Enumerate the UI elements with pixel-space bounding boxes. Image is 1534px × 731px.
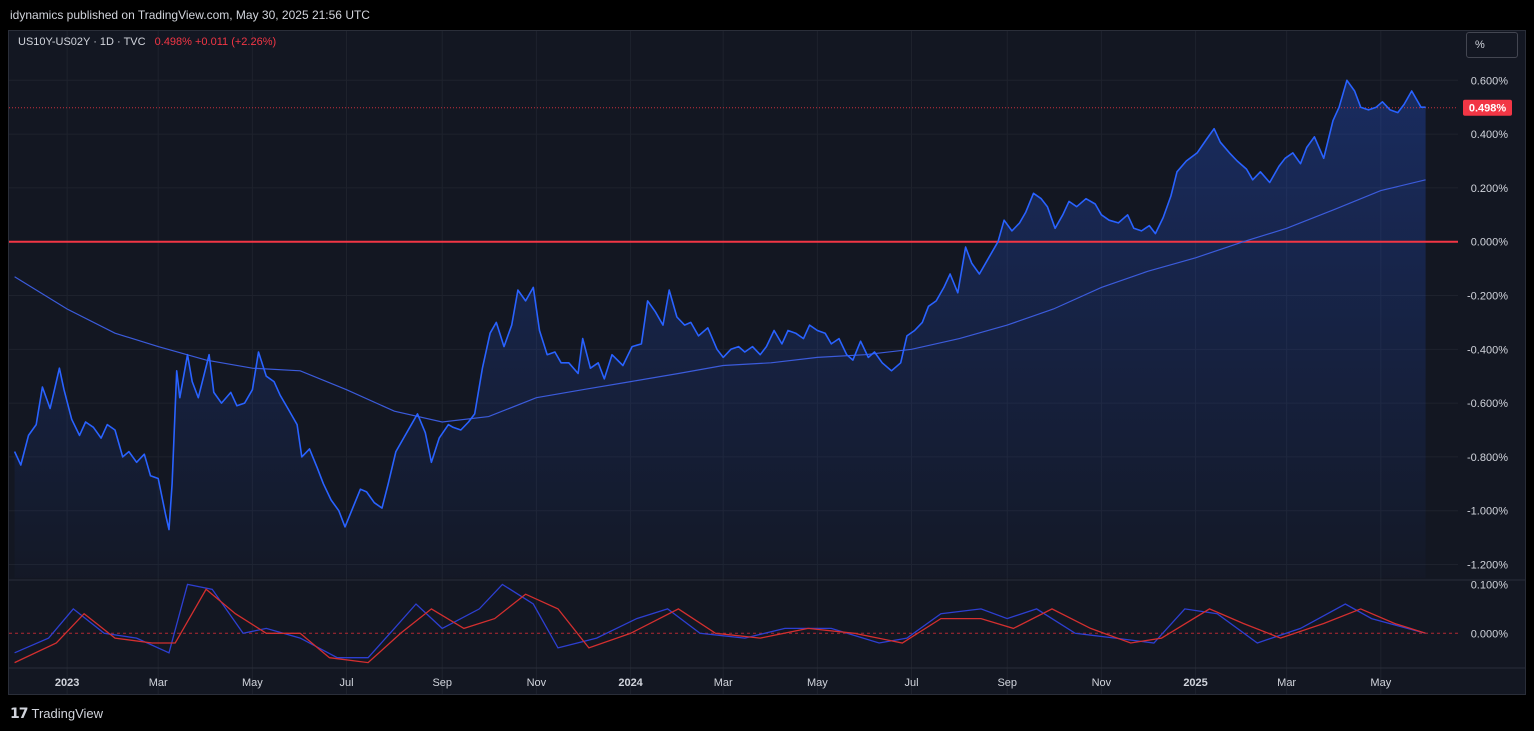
- y-tick-label: 0.200%: [1471, 183, 1509, 195]
- y-tick-label: 0.600%: [1471, 75, 1509, 87]
- y-tick-label: 0.000%: [1471, 237, 1509, 249]
- y-tick-label: -0.400%: [1467, 344, 1508, 356]
- y-tick-label: -0.200%: [1467, 291, 1508, 303]
- symbol-name: US10Y-US02Y · 1D · TVC: [18, 36, 146, 48]
- x-tick-label: 2024: [618, 677, 643, 689]
- x-tick-label: Nov: [1092, 677, 1112, 689]
- x-tick-label: Jul: [339, 677, 353, 689]
- symbol-values: 0.498% +0.011 (+2.26%): [154, 36, 277, 48]
- x-tick-label: 2023: [55, 677, 79, 689]
- x-tick-label: Jul: [904, 677, 918, 689]
- last-price-badge: [1463, 99, 1512, 116]
- y-tick-label: -1.200%: [1467, 560, 1508, 572]
- x-tick-label: Nov: [527, 677, 547, 689]
- y-tick-label: -1.000%: [1467, 506, 1508, 518]
- tradingview-logo-icon: 𝟭𝟳: [10, 704, 29, 721]
- x-tick-label: Sep: [432, 677, 452, 689]
- moving-average-line: [14, 179, 1426, 423]
- spread-line: [13, 79, 1426, 531]
- spread-area: [14, 80, 1426, 579]
- footer-brand: 𝟭𝟳 TradingView: [10, 703, 103, 723]
- y-tick-label: -0.800%: [1467, 452, 1508, 464]
- oscillator-red-line: [14, 588, 1426, 664]
- footer-logo-text: TradingView: [31, 705, 104, 721]
- x-tick-label: Sep: [997, 677, 1017, 689]
- x-tick-label: Mar: [1277, 677, 1296, 689]
- publish-header: idynamics published on TradingView.com, …: [0, 0, 1534, 30]
- y-tick-label: -0.600%: [1467, 398, 1508, 410]
- osc-y-tick-label: 0.000%: [1471, 628, 1509, 640]
- publish-info: idynamics published on TradingView.com, …: [10, 8, 370, 22]
- oscillator-blue-line: [14, 583, 1426, 659]
- x-tick-label: May: [242, 677, 263, 689]
- x-tick-label: May: [807, 677, 828, 689]
- x-tick-label: Mar: [149, 677, 168, 689]
- osc-y-tick-label: 0.100%: [1471, 579, 1509, 591]
- last-price-label: 0.498%: [1469, 103, 1507, 115]
- x-tick-label: 2025: [1183, 677, 1207, 689]
- symbol-legend: US10Y-US02Y · 1D · TVC 0.498% +0.011 (+2…: [18, 36, 276, 48]
- y-tick-label: 0.400%: [1471, 129, 1509, 141]
- unit-toggle-button[interactable]: %: [1466, 32, 1518, 58]
- x-tick-label: May: [1370, 677, 1391, 689]
- x-tick-label: Mar: [714, 677, 733, 689]
